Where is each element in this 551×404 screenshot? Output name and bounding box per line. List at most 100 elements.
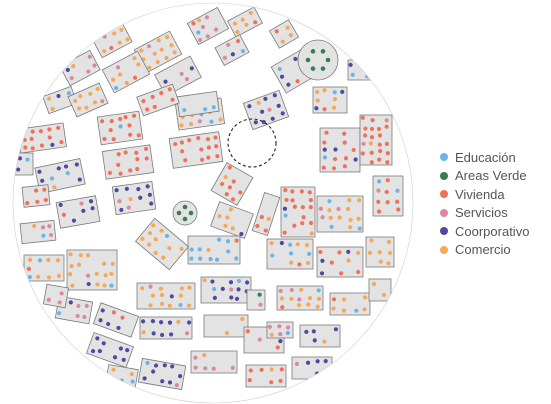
comercio-point [147,65,152,70]
comercio-point [159,292,165,298]
comercio-point [279,296,285,301]
vivienda-point [384,189,389,195]
legend-label: Coorporativo [455,223,530,239]
comercio-point [119,27,124,32]
vivienda-point [377,133,383,138]
vivienda-point [342,164,347,169]
vivienda-point [376,209,382,214]
map-boundary [12,2,414,404]
vivienda-point [25,200,30,206]
comercio-point [84,105,89,110]
city-block [251,192,281,236]
educacion-point [211,105,216,110]
vivienda-point [356,269,361,275]
comercio-point [266,216,271,221]
comercio-point [111,367,116,372]
comercio-point [95,86,100,92]
city-block [368,278,392,302]
comercio-point [378,259,383,264]
comercio-point [357,198,362,203]
comercio-point [78,253,83,258]
vivienda-point [23,145,28,150]
servicios-point [184,77,190,82]
city-block [226,6,264,38]
comercio-point [102,283,107,288]
coorporativo-point [253,120,258,125]
comercio-point [356,216,361,222]
city-block [136,83,180,117]
vivienda-point [360,115,365,120]
vivienda-point [307,190,312,195]
coorporativo-point [263,96,268,101]
coorporativo-point [163,79,168,84]
vivienda-point [282,230,287,235]
coorporativo-point [272,93,277,98]
educacion-point [196,30,201,35]
coorporativo-point [210,279,215,284]
coorporativo-point [124,186,129,191]
educacion-point [327,199,332,204]
coorporativo-point [189,66,194,71]
comercio-point [356,250,361,256]
comercio-point [289,260,294,265]
comercio-point [341,297,347,302]
comercio-point [288,33,293,38]
servicios-point [46,297,51,302]
vivienda-point [235,38,241,44]
coorporativo-point [220,286,225,291]
city-block [101,50,151,94]
vivienda-point [362,133,368,138]
comercio-point [202,353,207,358]
city-block [203,314,249,338]
coorporativo-point [320,258,325,263]
coorporativo-point [74,162,79,167]
servicios-point [297,297,302,302]
educacion-point [189,256,194,261]
vivienda-point [343,156,349,161]
coorporativo-point [40,178,45,183]
comercio-point [331,105,337,110]
educacion-point [109,283,114,288]
educacion-point [322,155,328,160]
comercio-point [47,96,52,101]
comercio-point [50,106,55,112]
coorporativo-point [293,56,298,62]
vivienda-point [395,199,400,204]
educacion-point [178,302,183,308]
vivienda-point [132,75,138,80]
block-outline [359,114,393,166]
coorporativo-point [151,331,156,336]
educacion-point [288,251,294,256]
comercio-point [112,31,117,36]
coorporativo-point [282,206,288,211]
city-block [67,82,109,118]
coorporativo-point [278,339,283,344]
comercio-point [71,63,76,69]
vivienda-point [143,146,149,151]
vivienda-point [370,118,375,123]
vivienda-point [363,126,368,131]
vivienda-point [377,157,382,162]
educacion-point [197,247,202,252]
comercio-point [159,47,164,52]
city-block [168,131,224,169]
block-outline [134,217,190,271]
comercio-point [150,293,156,298]
coorporativo-point [17,156,23,161]
coorporativo-point [244,280,250,285]
comercio-point [46,257,51,263]
comercio-point [140,236,145,241]
educacion-swatch [440,153,448,162]
coorporativo-point [106,321,111,327]
comercio-point [285,25,290,30]
educacion-point [350,72,355,77]
educacion-point [332,90,337,95]
city-block [359,114,393,166]
vivienda-point [227,185,232,190]
servicios-point [320,215,325,220]
servicios-point [384,118,389,123]
block-outline [203,314,249,338]
block-outline [210,162,254,206]
comercio-point [117,40,122,45]
coorporativo-point [149,201,154,206]
